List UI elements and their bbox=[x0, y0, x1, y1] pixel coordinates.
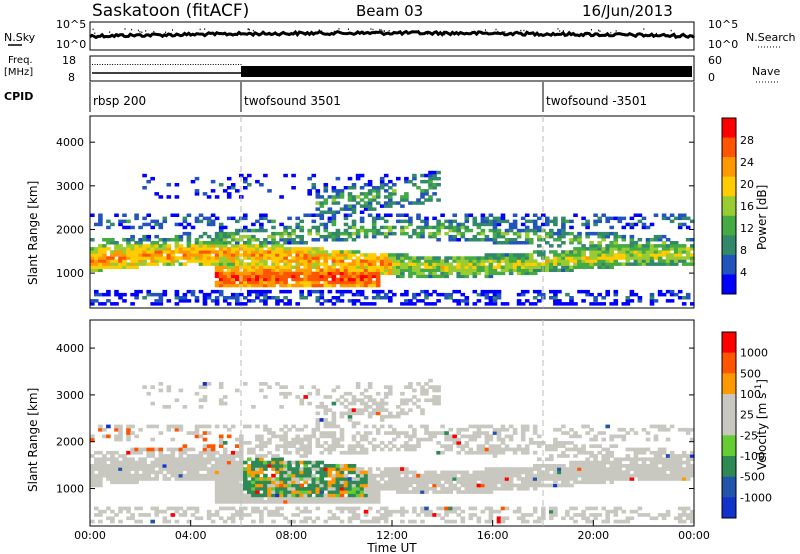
power-colorbar-label: Power [dB] bbox=[755, 185, 769, 250]
y-tick-2: 3000 bbox=[56, 180, 84, 193]
freq-tick-top: 18 bbox=[62, 54, 76, 67]
velocity-colorbar-cell-1 bbox=[722, 352, 736, 374]
noise-right-tick-top: 10^5 bbox=[708, 18, 738, 31]
x-axis-label: Time UT bbox=[366, 541, 417, 554]
y-tick-2: 3000 bbox=[56, 389, 84, 402]
velocity-colorbar-cell-3 bbox=[722, 394, 736, 416]
velocity-colorbar-tick-7: -1000 bbox=[740, 491, 772, 504]
power-colorbar-tick-5: 8 bbox=[740, 244, 747, 257]
noise-right-tick-bottom: 10^0 bbox=[708, 38, 738, 51]
x-tick-6: 00:00 bbox=[678, 529, 710, 542]
x-tick-5: 20:00 bbox=[577, 529, 609, 542]
velocity-colorbar-cell-8 bbox=[722, 497, 736, 519]
velocity-colorbar-cell-5 bbox=[722, 435, 736, 457]
y-tick-1: 2000 bbox=[56, 223, 84, 236]
cpid-segment-0: rbsp 200 bbox=[93, 94, 146, 108]
noise-left-tick-top: 10^5 bbox=[56, 18, 86, 31]
velocity-axes: 1000 2000 3000 4000 bbox=[56, 320, 694, 526]
velocity-colorbar-tick-2: 100 bbox=[740, 388, 761, 401]
power-colorbar-cell-4 bbox=[722, 196, 736, 217]
noise-right-label: N.Search bbox=[746, 31, 796, 44]
power-colorbar-tick-4: 12 bbox=[740, 222, 754, 235]
date-label: 16/Jun/2013 bbox=[582, 2, 673, 20]
velocity-colorbar-tick-3: 25 bbox=[740, 409, 754, 422]
cpid-panel: CPID rbsp 200 twofsound 3501 twofsound -35… bbox=[4, 82, 695, 112]
power-colorbar-cell-0 bbox=[722, 118, 736, 139]
power-panel: 1000 2000 3000 4000 Slant Range [km] 28 24 20… bbox=[26, 115, 769, 309]
velocity-panel: 1000 2000 3000 4000 Slant Range [km] 1000 50… bbox=[26, 319, 772, 527]
y-tick-0: 1000 bbox=[56, 483, 84, 496]
power-axes: 1000 2000 3000 4000 bbox=[56, 116, 694, 308]
noise-panel: N.Sky 10^5 10^0 10^5 10^0 N.Search bbox=[4, 18, 796, 51]
velocity-colorbar-cell-4 bbox=[722, 414, 736, 436]
power-colorbar-cell-7 bbox=[722, 254, 736, 275]
power-ylabel: Slant Range [km] bbox=[26, 181, 40, 285]
velocity-colorbar-cell-6 bbox=[722, 456, 736, 478]
y-tick-3: 4000 bbox=[56, 136, 84, 149]
velocity-colorbar-cell-2 bbox=[722, 373, 736, 395]
x-tick-2: 08:00 bbox=[275, 529, 307, 542]
cpid-segment-2: twofsound -3501 bbox=[546, 94, 647, 108]
y-tick-3: 4000 bbox=[56, 342, 84, 355]
freq-unit-label: [MHz] bbox=[4, 67, 33, 78]
freq-label: Freq. bbox=[8, 55, 33, 66]
power-colorbar-cell-5 bbox=[722, 215, 736, 236]
velocity-colorbar-tick-6: -500 bbox=[740, 471, 765, 484]
power-colorbar-cell-1 bbox=[722, 137, 736, 158]
x-tick-4: 16:00 bbox=[477, 529, 509, 542]
power-data bbox=[90, 170, 695, 306]
power-colorbar-cell-3 bbox=[722, 176, 736, 197]
nave-label: Nave bbox=[752, 65, 780, 78]
cpid-label: CPID bbox=[4, 90, 33, 103]
freq-trace bbox=[92, 64, 692, 77]
beam-label: Beam 03 bbox=[356, 2, 423, 20]
power-colorbar-tick-1: 24 bbox=[740, 156, 754, 169]
noise-left-tick-bottom: 10^0 bbox=[56, 38, 86, 51]
velocity-colorbar-tick-4: -25 bbox=[740, 429, 758, 442]
power-colorbar-cell-6 bbox=[722, 235, 736, 256]
power-colorbar-tick-0: 28 bbox=[740, 134, 754, 147]
power-colorbar-cell-2 bbox=[722, 157, 736, 178]
nave-tick-top: 60 bbox=[708, 54, 722, 67]
noise-trace bbox=[89, 28, 695, 40]
freq-tick-bottom: 8 bbox=[68, 71, 75, 84]
velocity-colorbar-tick-0: 1000 bbox=[740, 347, 768, 360]
power-colorbar-cell-8 bbox=[722, 274, 736, 295]
plot-title: Saskatoon (fitACF) bbox=[92, 1, 249, 21]
x-tick-0: 00:00 bbox=[74, 529, 106, 542]
x-tick-1: 04:00 bbox=[175, 529, 207, 542]
power-colorbar-tick-6: 4 bbox=[740, 266, 747, 279]
power-colorbar-tick-2: 20 bbox=[740, 178, 754, 191]
velocity-colorbar-tick-5: -100 bbox=[740, 450, 765, 463]
cpid-segment-1: twofsound 3501 bbox=[244, 94, 341, 108]
y-tick-0: 1000 bbox=[56, 267, 84, 280]
velocity-ylabel: Slant Range [km] bbox=[26, 388, 40, 492]
velocity-colorbar-label: Velocity [m s-1] bbox=[754, 379, 769, 470]
velocity-colorbar-cell-7 bbox=[722, 476, 736, 498]
freq-panel: Freq. [MHz] 18 8 60 0 Nave bbox=[4, 54, 780, 84]
power-colorbar-tick-3: 16 bbox=[740, 200, 754, 213]
y-tick-1: 2000 bbox=[56, 436, 84, 449]
nave-tick-bottom: 0 bbox=[708, 71, 715, 84]
power-colorbar: 28 24 20 16 12 8 4 bbox=[721, 117, 754, 295]
x-tick-3: 12:00 bbox=[376, 529, 408, 542]
cpid-segments: rbsp 200 twofsound 3501 twofsound -3501 bbox=[93, 82, 647, 112]
x-axis-ticks: 00:00 04:00 08:00 12:00 16:00 20:00 00:00 bbox=[74, 520, 710, 542]
velocity-data bbox=[90, 378, 695, 524]
velocity-colorbar-tick-1: 500 bbox=[740, 367, 761, 380]
velocity-colorbar: 1000 500 100 25 -25 -100 -500 -1000 bbox=[721, 331, 772, 519]
noise-left-label: N.Sky bbox=[4, 31, 36, 44]
velocity-colorbar-cell-0 bbox=[722, 332, 736, 354]
